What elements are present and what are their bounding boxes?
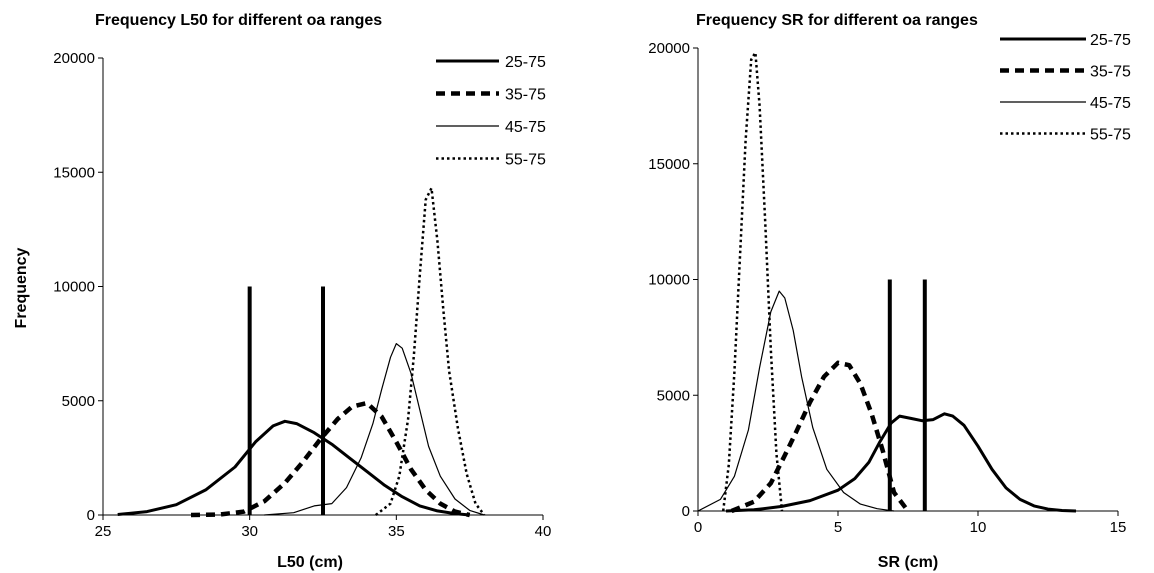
chart-l50-y-tick-label: 15000: [53, 164, 95, 181]
chart-l50-legend-label: 55-75: [505, 152, 546, 169]
chart-sr-title: Frequency SR for different oa ranges: [696, 12, 978, 29]
chart-l50: Frequency L50 for different oa ranges L5…: [13, 12, 551, 571]
chart-l50-title: Frequency L50 for different oa ranges: [95, 12, 382, 29]
chart-sr-y-tick-label: 0: [682, 503, 690, 520]
chart-sr-tick-labels: 0 5 10 15 0 5000 10000 15000 20000: [648, 40, 1126, 536]
chart-l50-legend: 25-75 35-75 45-75 55-75: [436, 54, 546, 169]
chart-l50-y-tick-label: 10000: [53, 279, 95, 296]
chart-l50-markers: [247, 286, 325, 515]
chart-sr-x-tick-label: 10: [970, 519, 987, 536]
chart-l50-x-axis-label: L50 (cm): [277, 554, 343, 571]
chart-l50-y-axis-label: Frequency: [13, 247, 30, 328]
chart-l50-axes: [98, 57, 544, 520]
chart-sr-y-tick-label: 15000: [648, 156, 690, 173]
chart-l50-legend-label: 25-75: [505, 54, 546, 71]
chart-sr: Frequency SR for different oa ranges SR …: [648, 12, 1131, 571]
chart-l50-tick-labels: 25 30 35 40 0 5000 10000 15000 20000: [53, 50, 551, 540]
chart-l50-series-line-45-75: [264, 343, 485, 516]
chart-sr-legend-label: 35-75: [1090, 64, 1131, 81]
chart-sr-series-line-55-75: [721, 51, 784, 512]
chart-l50-x-tick-label: 30: [241, 523, 258, 540]
chart-sr-y-tick-label: 10000: [648, 272, 690, 289]
chart-sr-series: [697, 51, 1077, 514]
chart-sr-markers: [887, 279, 927, 511]
chart-sr-x-axis-label: SR (cm): [878, 554, 938, 571]
chart-sr-axes: [693, 47, 1119, 516]
chart-sr-series-line-25-75: [725, 412, 1077, 513]
chart-l50-series-line-35-75: [190, 400, 471, 518]
chart-sr-y-tick-label: 5000: [657, 387, 690, 404]
chart-sr-legend: 25-75 35-75 45-75 55-75: [1000, 32, 1131, 144]
chart-sr-x-tick-label: 5: [834, 519, 842, 536]
chart-l50-series: [117, 186, 486, 518]
chart-sr-x-tick-label: 15: [1110, 519, 1127, 536]
chart-l50-legend-label: 45-75: [505, 119, 546, 136]
chart-l50-series-line-25-75: [117, 419, 470, 517]
chart-sr-legend-label: 55-75: [1090, 127, 1131, 144]
chart-sr-legend-label: 45-75: [1090, 95, 1131, 112]
chart-sr-series-line-35-75: [730, 360, 910, 514]
chart-l50-y-tick-label: 0: [87, 507, 95, 524]
chart-l50-legend-label: 35-75: [505, 87, 546, 104]
chart-sr-y-tick-label: 20000: [648, 40, 690, 57]
chart-sr-x-tick-label: 0: [694, 519, 702, 536]
chart-l50-series-line-55-75: [375, 186, 486, 516]
chart-l50-x-tick-label: 25: [95, 523, 112, 540]
chart-l50-y-tick-label: 20000: [53, 50, 95, 67]
chart-l50-y-tick-label: 5000: [62, 393, 95, 410]
chart-l50-x-tick-label: 35: [388, 523, 405, 540]
chart-sr-legend-label: 25-75: [1090, 32, 1131, 49]
chart-l50-x-tick-label: 40: [535, 523, 552, 540]
chart-sr-series-line-45-75: [697, 290, 895, 512]
